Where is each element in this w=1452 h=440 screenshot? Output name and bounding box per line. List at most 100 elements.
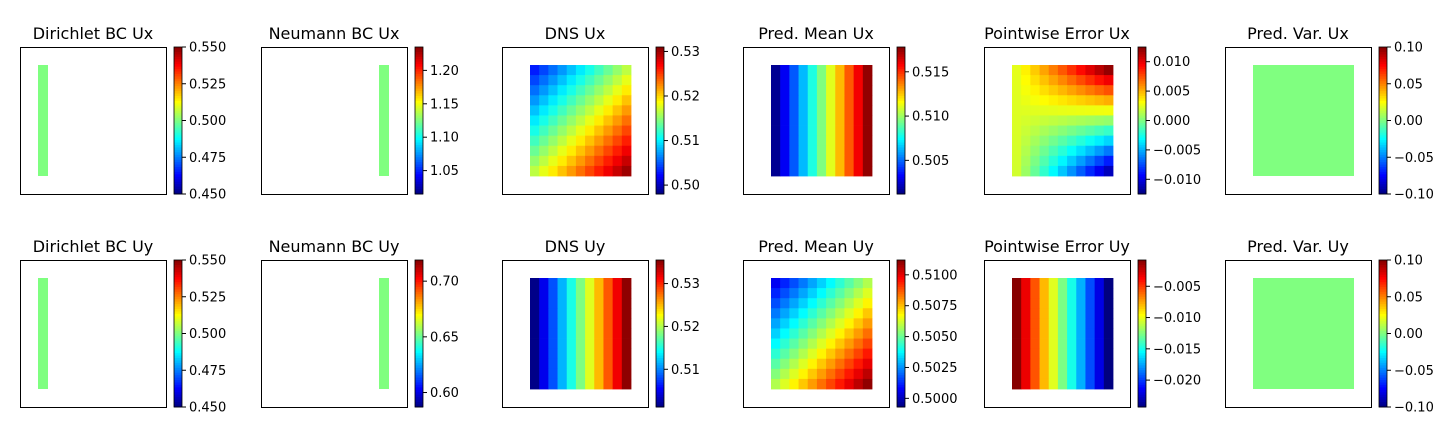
colorbar-segment [1138, 264, 1146, 268]
colorbar-segment [897, 286, 905, 290]
heatmap-cell [539, 115, 549, 126]
colorbar-segment [1138, 309, 1146, 312]
heatmap-cell [594, 105, 604, 116]
heatmap-cell [612, 115, 623, 126]
heatmap-cell [557, 288, 568, 299]
heatmap-cell [816, 368, 827, 380]
heatmap-cell [557, 165, 568, 177]
colorbar-segment [174, 345, 182, 349]
colorbar-segment [656, 186, 664, 190]
heatmap-cell [835, 318, 845, 329]
heatmap-cell [1085, 85, 1096, 96]
heatmap-cell [1076, 115, 1086, 126]
heatmap-cell [612, 125, 623, 137]
heatmap-cell [566, 145, 577, 157]
colorbar-segment [174, 71, 182, 75]
heatmap-cell [612, 338, 623, 350]
colorbar-segment [897, 272, 905, 276]
colorbar-segment [415, 272, 423, 276]
heatmap-cell [798, 348, 809, 360]
colorbar-segment [415, 64, 423, 68]
colorbar-segment [174, 54, 182, 58]
heatmap-cell [807, 155, 818, 167]
heatmap-cell [575, 135, 586, 147]
colorbar-segment [656, 343, 664, 347]
colorbar-tick-label: 0.05 [1394, 77, 1423, 92]
heatmap-cell [1039, 155, 1050, 167]
colorbar-segment [897, 56, 905, 60]
heatmap-cell [835, 288, 845, 299]
heatmap-cell [621, 155, 632, 167]
heatmap-cell [530, 125, 540, 137]
heatmap-cell [826, 155, 836, 167]
colorbar-segment [415, 289, 423, 293]
panel-title: Pred. Mean Uy [758, 237, 874, 256]
colorbar-segment [1138, 49, 1146, 53]
heatmap-cell [1039, 328, 1050, 339]
heatmap-cell [575, 298, 586, 309]
colorbar-segment [897, 91, 905, 95]
heatmap-cell [853, 165, 864, 177]
heatmap-cell [539, 125, 549, 137]
heatmap-cell [594, 165, 604, 177]
heatmap-cell [566, 115, 577, 126]
colorbar-segment [897, 331, 905, 334]
colorbar-segment [656, 96, 664, 99]
heatmap-cell [1039, 368, 1050, 380]
colorbar-segment [1138, 382, 1146, 386]
heatmap-cell [1057, 85, 1068, 96]
heatmap-cell [816, 155, 827, 167]
heatmap-cell [1103, 75, 1114, 86]
colorbar-segment [174, 301, 182, 305]
colorbar-segment [897, 311, 905, 315]
colorbar-segment [656, 397, 664, 401]
heatmap-cell [603, 95, 614, 106]
colorbar-segment [656, 189, 664, 193]
colorbar-segment [174, 88, 182, 92]
heatmap-cell [1012, 298, 1022, 309]
colorbar-segment [1138, 333, 1146, 337]
colorbar-tick-label: −0.015 [1153, 342, 1201, 357]
heatmap-cell [1012, 288, 1022, 299]
heatmap-cell [1085, 298, 1096, 309]
heatmap-cell [853, 155, 864, 167]
heatmap-cell [612, 165, 623, 177]
colorbar-segment [1138, 296, 1146, 300]
colorbar-segment [174, 372, 182, 376]
colorbar-segment [1379, 402, 1387, 406]
colorbar-segment [656, 64, 664, 68]
heatmap-cell [1012, 125, 1022, 137]
colorbar-segment [174, 331, 182, 334]
colorbar-segment [174, 115, 182, 119]
heatmap-cell [1094, 308, 1105, 319]
heatmap-cell [1030, 145, 1040, 157]
colorbar-segment [415, 130, 423, 134]
heatmap-cell [1057, 288, 1068, 299]
colorbar-segment [415, 59, 423, 63]
heatmap-cell [557, 318, 568, 329]
colorbar-tick-label: 0.52 [671, 320, 700, 335]
colorbar-tick-label: −0.010 [1153, 311, 1201, 326]
panel: Pred. Mean Ux0.5050.5100.515 [743, 24, 949, 195]
colorbar-segment [1138, 326, 1146, 330]
colorbar-segment [174, 387, 182, 391]
colorbar-segment [897, 318, 905, 322]
heatmap-cell [1085, 348, 1096, 360]
colorbar-segment [656, 56, 664, 60]
colorbar-segment [656, 286, 664, 290]
heatmap-cell [1039, 65, 1050, 76]
heatmap-cell [621, 338, 632, 350]
colorbar-segment [656, 176, 664, 180]
heatmap-cell [1067, 348, 1077, 360]
colorbar-segment [174, 382, 182, 386]
heatmap-cell [789, 145, 799, 157]
heatmap-cell [1103, 115, 1114, 126]
colorbar-segment [1379, 122, 1387, 126]
colorbar-segment [1379, 282, 1387, 285]
heatmap-cell [1012, 368, 1022, 380]
colorbar-segment [656, 321, 664, 325]
heatmap-cell [798, 278, 809, 289]
heatmap-cell [1057, 145, 1068, 157]
heatmap-cell [771, 348, 781, 360]
